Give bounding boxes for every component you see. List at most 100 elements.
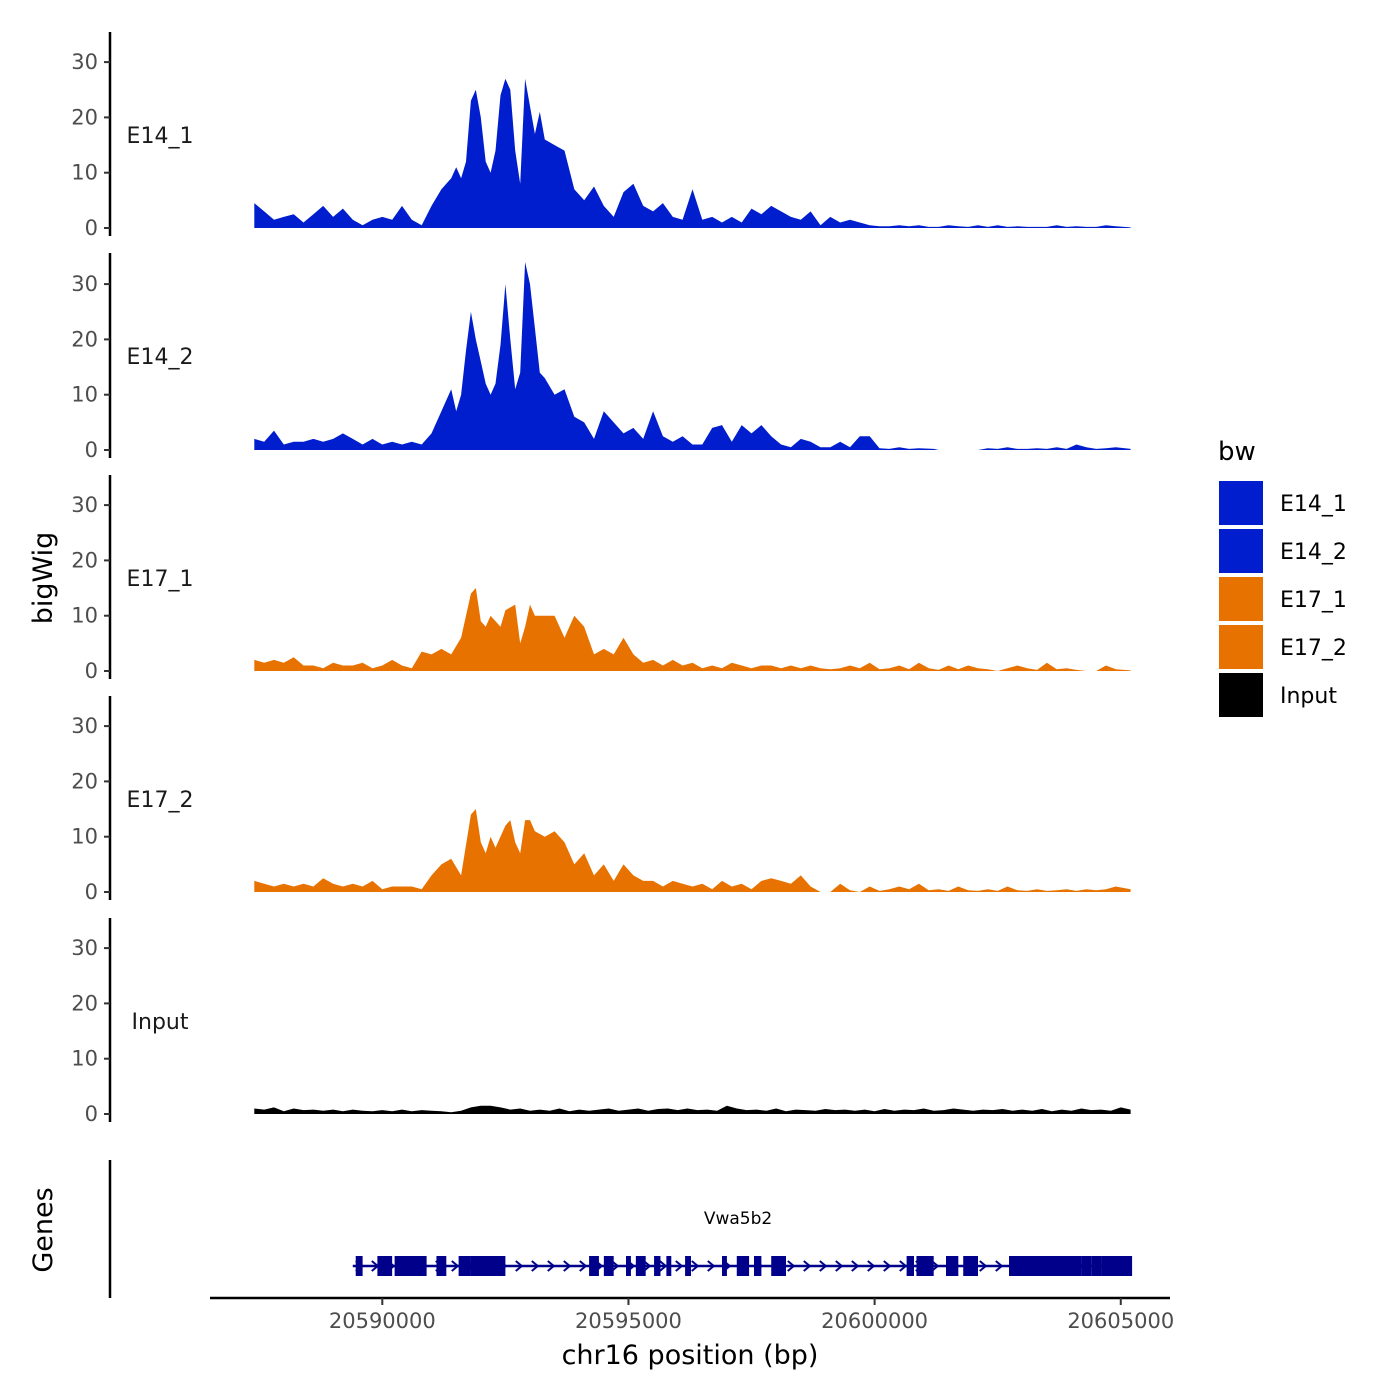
legend-label: E17_2 — [1280, 636, 1347, 661]
y-tick-label: 0 — [85, 216, 98, 240]
legend-item-E17_2: E17_2 — [1217, 623, 1347, 671]
y-tick-label: 10 — [71, 383, 98, 407]
genes-panel: Vwa5b2 — [108, 1160, 1133, 1298]
legend-item-E14_2: E14_2 — [1217, 527, 1347, 575]
x-axis: 20590000 20595000 20600000 20605000 — [210, 1296, 1174, 1333]
y-tick-label: 10 — [71, 604, 98, 628]
y-axis-title: bigWig — [28, 532, 59, 625]
strand-arrow — [643, 1260, 652, 1272]
y-tick-label: 30 — [71, 493, 98, 517]
y-tick-label: 20 — [71, 548, 98, 572]
track-label-E17_1: E17_1 — [127, 567, 194, 592]
y-tick-label: 10 — [71, 825, 98, 849]
y-tick-label: 10 — [71, 161, 98, 185]
exon — [963, 1256, 978, 1276]
y-tick-label: 0 — [85, 880, 98, 904]
strand-arrow — [883, 1260, 892, 1272]
y-tick-label: 20 — [71, 769, 98, 793]
strand-arrow — [563, 1260, 572, 1272]
strand-arrow — [611, 1260, 620, 1272]
x-tick-label: 20590000 — [329, 1309, 436, 1333]
exon — [377, 1256, 393, 1276]
track-E14_2: 0 10 20 30 E14_2 — [71, 253, 1131, 462]
exon — [666, 1256, 672, 1276]
legend-label: E17_1 — [1280, 588, 1347, 613]
x-tick-label: 20605000 — [1067, 1309, 1174, 1333]
strand-arrow — [707, 1260, 716, 1272]
strand-arrow — [787, 1260, 796, 1272]
strand-arrow — [659, 1260, 668, 1272]
area-E14_1 — [254, 78, 1131, 228]
y-tick-label: 0 — [85, 1102, 98, 1126]
y-tick-label: 20 — [71, 327, 98, 351]
exon — [754, 1256, 762, 1276]
area-Input — [254, 1105, 1131, 1114]
area-E17_2 — [254, 809, 1131, 892]
exon — [458, 1256, 471, 1276]
track-label-E17_2: E17_2 — [127, 788, 194, 813]
y-tick-label: 30 — [71, 272, 98, 296]
strand-arrow — [803, 1260, 812, 1272]
legend-label: Input — [1280, 684, 1337, 709]
bigwig-tracks: 0 10 20 30 E14_1 0 10 20 30 E14_2 0 10 20 30 E17_1 0 10 2… — [71, 32, 1131, 1126]
exon — [722, 1256, 727, 1276]
track-Input: 0 10 20 30 Input — [71, 918, 1131, 1126]
legend-item-Input: Input — [1217, 671, 1337, 719]
legend-swatch — [1217, 671, 1265, 719]
y-tick-label: 20 — [71, 105, 98, 129]
track-label-E14_1: E14_1 — [127, 124, 194, 149]
legend-label: E14_2 — [1280, 540, 1347, 565]
strand-arrow — [691, 1260, 700, 1272]
strand-arrow — [531, 1260, 540, 1272]
legend-label: E14_1 — [1280, 492, 1347, 517]
exon — [654, 1256, 661, 1276]
legend-swatch — [1217, 479, 1265, 527]
genes-axis-title: Genes — [28, 1187, 59, 1272]
y-tick-label: 30 — [71, 50, 98, 74]
exon — [1101, 1256, 1133, 1276]
y-tick-label: 20 — [71, 991, 98, 1015]
strand-arrow — [819, 1260, 828, 1272]
track-E14_1: 0 10 20 30 E14_1 — [71, 32, 1131, 240]
legend-swatch — [1217, 575, 1265, 623]
y-tick-label: 0 — [85, 659, 98, 683]
legend-item-E17_1: E17_1 — [1217, 575, 1347, 623]
gene-name-label: Vwa5b2 — [704, 1209, 772, 1229]
strand-arrow — [675, 1260, 684, 1272]
y-tick-label: 10 — [71, 1047, 98, 1071]
exon — [1091, 1256, 1102, 1276]
area-E14_2 — [254, 262, 1131, 450]
exon — [394, 1256, 427, 1276]
strand-arrow — [835, 1260, 844, 1272]
exon — [1042, 1256, 1082, 1276]
y-tick-label: 0 — [85, 438, 98, 462]
strand-arrow — [515, 1260, 524, 1272]
strand-arrow — [867, 1260, 876, 1272]
track-E17_1: 0 10 20 30 E17_1 — [71, 475, 1131, 683]
exon — [916, 1256, 934, 1276]
track-E17_2: 0 10 20 30 E17_2 — [71, 696, 1131, 904]
strand-arrow — [931, 1260, 940, 1272]
track-label-Input: Input — [132, 1010, 189, 1035]
exon — [470, 1256, 506, 1276]
exon — [771, 1256, 786, 1276]
gene-Vwa5b2: Vwa5b2 — [352, 1209, 1133, 1276]
exon — [603, 1256, 614, 1276]
legend-item-E14_1: E14_1 — [1217, 479, 1347, 527]
y-tick-label: 30 — [71, 714, 98, 738]
legend-title: bw — [1218, 437, 1256, 467]
strand-arrow — [979, 1260, 988, 1272]
exon — [589, 1256, 599, 1276]
x-tick-label: 20600000 — [821, 1309, 928, 1333]
exon — [436, 1256, 447, 1276]
exon — [1009, 1256, 1042, 1276]
legend-swatch — [1217, 623, 1265, 671]
exon — [1081, 1256, 1092, 1276]
exon — [946, 1256, 959, 1276]
strand-arrow — [451, 1260, 460, 1272]
exon — [906, 1256, 914, 1276]
exon — [626, 1256, 631, 1276]
track-label-E14_2: E14_2 — [127, 345, 194, 370]
legend-swatch — [1217, 527, 1265, 575]
